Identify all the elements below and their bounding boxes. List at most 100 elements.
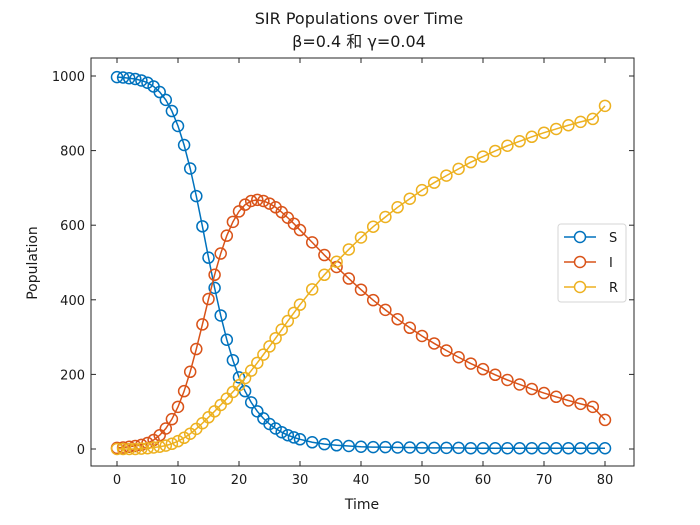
legend-label: S — [609, 231, 617, 246]
data-point-S — [214, 309, 227, 322]
data-point-R — [342, 243, 356, 256]
data-point-R — [122, 442, 136, 456]
data-point-I — [366, 293, 380, 307]
legend-box — [557, 223, 627, 303]
data-point-I — [251, 193, 264, 207]
data-point-S — [562, 442, 575, 455]
x-tick-label: 60 — [475, 473, 492, 488]
axes-frame — [90, 57, 635, 467]
data-point-S — [403, 441, 417, 454]
data-point-R — [153, 440, 166, 454]
data-point-I — [238, 198, 252, 211]
x-tick-label: 10 — [170, 473, 187, 488]
data-point-I — [391, 312, 404, 326]
data-point-S — [165, 104, 179, 118]
data-point-I — [513, 378, 526, 391]
legend-entry-I: I — [564, 255, 613, 271]
data-point-I — [257, 194, 270, 208]
y-tick-label: 400 — [60, 294, 85, 309]
series-line-S — [116, 76, 605, 450]
data-point-R — [537, 126, 551, 139]
y-axis: 0 200 400 600 800 1000 — [52, 70, 634, 458]
data-point-S — [244, 396, 258, 409]
data-point-R — [251, 356, 264, 370]
data-point-S — [354, 440, 368, 454]
data-point-I — [318, 248, 331, 262]
x-axis: 0 10 20 30 40 50 60 70 80 — [113, 58, 613, 488]
data-point-I — [549, 390, 563, 404]
data-point-S — [208, 281, 221, 295]
data-point-S — [318, 437, 331, 451]
data-point-I — [562, 394, 575, 407]
y-tick-label: 800 — [60, 145, 85, 160]
data-point-I — [501, 373, 514, 387]
data-point-R — [269, 331, 282, 345]
data-point-S — [153, 85, 166, 99]
x-axis-label: Time — [344, 497, 379, 513]
data-point-S — [342, 439, 356, 453]
data-point-S — [415, 441, 429, 455]
data-point-R — [244, 364, 258, 377]
x-tick-label: 0 — [113, 473, 121, 488]
data-point-S — [476, 442, 490, 455]
data-point-I — [537, 386, 551, 400]
data-point-I — [135, 438, 148, 452]
x-tick-label: 40 — [353, 473, 370, 488]
data-point-S — [440, 441, 453, 455]
data-point-R — [171, 434, 185, 448]
data-point-S — [287, 431, 301, 444]
data-point-S — [141, 76, 154, 89]
data-point-I — [196, 318, 209, 331]
data-point-I — [403, 321, 417, 335]
data-point-R — [159, 439, 173, 452]
data-point-S — [366, 440, 380, 454]
data-point-S — [171, 119, 185, 133]
legend-entry-S: S — [564, 230, 617, 246]
data-point-R — [318, 268, 331, 282]
data-point-I — [293, 223, 307, 237]
data-point-R — [354, 231, 368, 244]
data-point-I — [379, 303, 392, 317]
legend-swatch-marker — [573, 255, 587, 269]
data-point-I — [129, 439, 142, 453]
y-axis-label: Population — [25, 226, 41, 300]
data-point-I — [452, 350, 465, 364]
data-point-S — [574, 442, 587, 455]
data-point-S — [427, 441, 441, 455]
data-point-I — [464, 357, 478, 370]
legend: SIR — [557, 223, 627, 303]
data-point-R — [488, 144, 502, 158]
y-tick-label: 600 — [60, 219, 85, 234]
data-point-R — [415, 183, 429, 197]
data-point-S — [232, 371, 246, 384]
data-point-R — [379, 210, 392, 224]
data-point-R — [116, 442, 130, 456]
data-point-S — [251, 405, 264, 418]
y-tick-label: 1000 — [52, 70, 85, 85]
data-point-R — [452, 162, 465, 176]
data-point-S — [464, 442, 478, 455]
data-point-R — [141, 442, 154, 455]
data-point-R — [147, 441, 160, 454]
series-R — [110, 99, 612, 456]
data-point-S — [513, 442, 526, 455]
data-point-I — [342, 272, 356, 285]
data-point-S — [586, 442, 600, 455]
data-point-S — [135, 74, 148, 87]
data-point-S — [281, 428, 295, 442]
data-point-S — [129, 72, 142, 86]
data-point-S — [159, 93, 173, 107]
data-point-I — [183, 365, 197, 379]
data-point-I — [354, 283, 368, 296]
plot-area — [110, 70, 612, 456]
data-point-I — [476, 362, 490, 376]
chart-title: SIR Populations over Time — [255, 9, 463, 28]
data-point-S — [549, 442, 563, 455]
data-point-R — [391, 201, 404, 214]
x-tick-label: 50 — [414, 473, 431, 488]
data-point-S — [379, 440, 392, 454]
data-point-I — [488, 368, 502, 382]
data-point-S — [537, 442, 551, 455]
data-point-S — [275, 425, 288, 439]
